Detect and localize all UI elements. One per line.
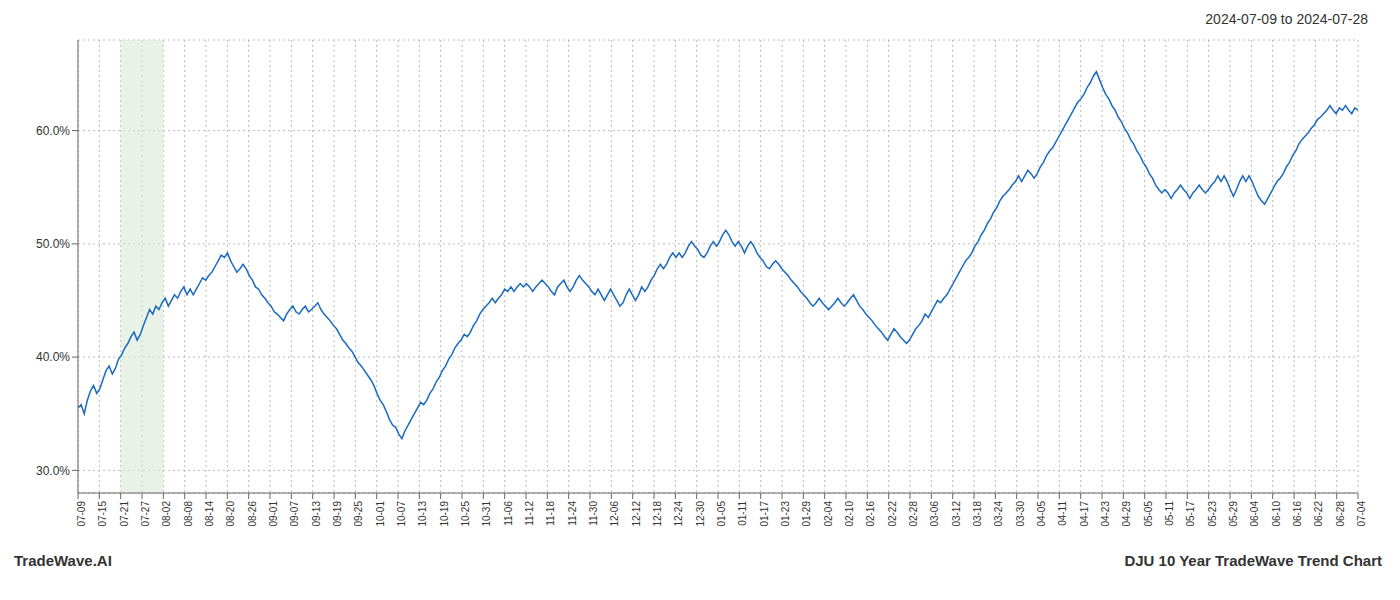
svg-text:05-05: 05-05 — [1143, 501, 1154, 527]
svg-text:05-23: 05-23 — [1207, 501, 1218, 527]
svg-text:06-10: 06-10 — [1271, 501, 1282, 527]
html-text:DJU 10 Year TradeWave Trend Ch: DJU 10 Year TradeWave Trend Chart — [1124, 552, 1382, 569]
svg-text:11-30: 11-30 — [588, 501, 599, 526]
svg-text:07-09: 07-09 — [76, 501, 87, 527]
svg-text:10-07: 10-07 — [396, 501, 407, 527]
svg-text:30.0%: 30.0% — [36, 464, 70, 478]
svg-text:12-18: 12-18 — [652, 501, 663, 527]
svg-text:60.0%: 60.0% — [36, 124, 70, 138]
svg-text:03-12: 03-12 — [951, 501, 962, 527]
svg-text:12-24: 12-24 — [673, 501, 684, 527]
svg-text:12-06: 12-06 — [609, 501, 620, 527]
svg-text:01-23: 01-23 — [780, 501, 791, 527]
svg-text:10-01: 10-01 — [375, 501, 386, 527]
svg-text:04-29: 04-29 — [1121, 501, 1132, 527]
svg-text:04-05: 04-05 — [1036, 501, 1047, 527]
svg-text:02-28: 02-28 — [908, 501, 919, 527]
svg-text:02-10: 02-10 — [844, 501, 855, 527]
svg-text:07-21: 07-21 — [119, 501, 130, 527]
svg-text:05-29: 05-29 — [1228, 501, 1239, 527]
svg-text:04-17: 04-17 — [1079, 501, 1090, 527]
svg-text:40.0%: 40.0% — [36, 350, 70, 364]
svg-text:02-22: 02-22 — [887, 501, 898, 527]
svg-text:05-11: 05-11 — [1164, 501, 1175, 526]
svg-text:08-20: 08-20 — [225, 501, 236, 527]
svg-text:01-11: 01-11 — [737, 501, 748, 526]
svg-text:04-11: 04-11 — [1057, 501, 1068, 526]
svg-text:03-18: 03-18 — [972, 501, 983, 527]
svg-text:01-17: 01-17 — [759, 501, 770, 527]
svg-text:11-06: 11-06 — [503, 501, 514, 526]
svg-text:09-01: 09-01 — [268, 501, 279, 527]
svg-text:08-14: 08-14 — [204, 501, 215, 527]
svg-text:10-31: 10-31 — [481, 501, 492, 527]
svg-text:10-13: 10-13 — [417, 501, 428, 527]
svg-text:08-02: 08-02 — [161, 501, 172, 527]
svg-text:06-16: 06-16 — [1292, 501, 1303, 527]
svg-text:01-05: 01-05 — [716, 501, 727, 527]
svg-text:11-24: 11-24 — [567, 501, 578, 526]
svg-text:01-29: 01-29 — [801, 501, 812, 527]
svg-text:03-30: 03-30 — [1015, 501, 1026, 527]
svg-text:06-28: 06-28 — [1335, 501, 1346, 527]
html-text:TradeWave.AI: TradeWave.AI — [14, 552, 112, 569]
svg-text:06-04: 06-04 — [1249, 501, 1260, 527]
svg-text:11-12: 11-12 — [524, 501, 535, 526]
svg-text:02-16: 02-16 — [865, 501, 876, 527]
svg-text:50.0%: 50.0% — [36, 237, 70, 251]
svg-text:03-06: 03-06 — [929, 501, 940, 527]
svg-text:09-13: 09-13 — [311, 501, 322, 527]
svg-text:06-22: 06-22 — [1313, 501, 1324, 527]
svg-text:10-25: 10-25 — [460, 501, 471, 527]
svg-text:03-24: 03-24 — [993, 501, 1004, 527]
svg-text:07-15: 07-15 — [97, 501, 108, 527]
svg-text:09-07: 09-07 — [289, 501, 300, 527]
svg-text:05-17: 05-17 — [1185, 501, 1196, 527]
svg-text:12-12: 12-12 — [631, 501, 642, 527]
svg-text:04-23: 04-23 — [1100, 501, 1111, 527]
svg-text:08-08: 08-08 — [183, 501, 194, 527]
svg-text:07-04: 07-04 — [1356, 501, 1367, 527]
svg-text:09-25: 09-25 — [353, 501, 364, 527]
html-text:2024-07-09 to 2024-07-28: 2024-07-09 to 2024-07-28 — [1205, 11, 1368, 27]
svg-text:07-27: 07-27 — [140, 501, 151, 527]
svg-text:08-26: 08-26 — [247, 501, 258, 527]
svg-text:11-18: 11-18 — [545, 501, 556, 526]
svg-text:09-19: 09-19 — [332, 501, 343, 527]
svg-text:10-19: 10-19 — [439, 501, 450, 527]
svg-text:02-04: 02-04 — [823, 501, 834, 527]
svg-text:12-30: 12-30 — [695, 501, 706, 527]
